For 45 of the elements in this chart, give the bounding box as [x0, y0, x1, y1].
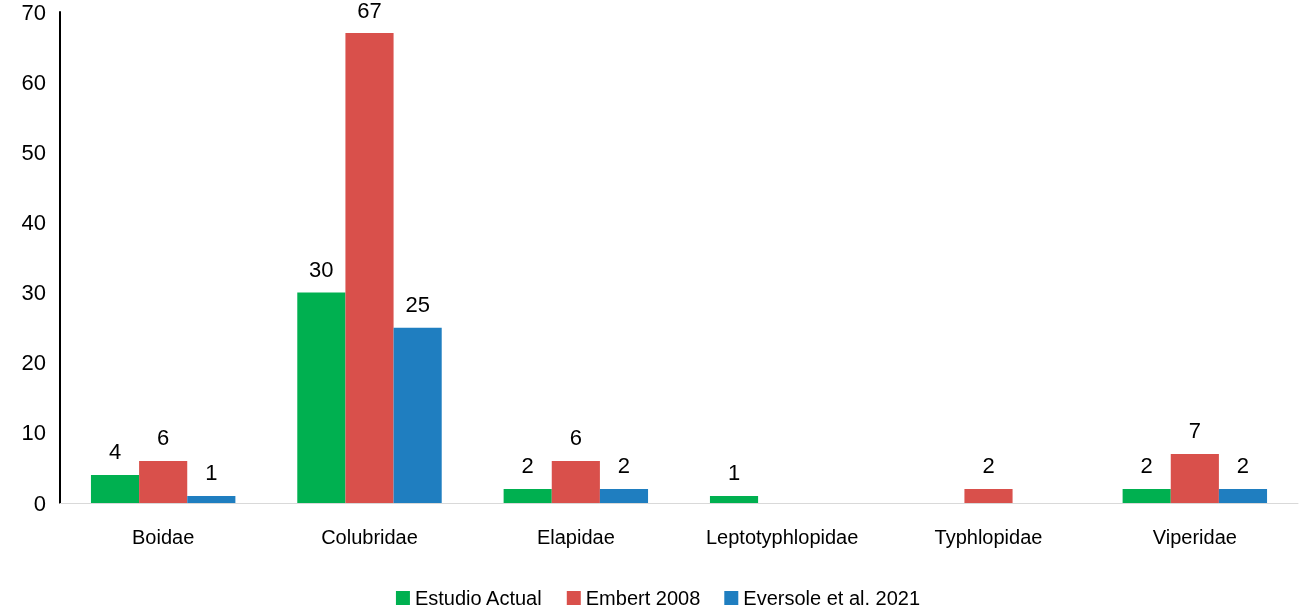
y-tick-label: 50: [21, 139, 46, 165]
bar: [503, 488, 552, 503]
data-label: 2: [1140, 453, 1153, 479]
data-label: 30: [309, 257, 334, 283]
data-label: 6: [157, 425, 170, 451]
data-label: 4: [108, 439, 122, 465]
data-label: 1: [727, 460, 741, 486]
y-tick-label: 0: [33, 490, 46, 516]
data-label: 25: [405, 292, 430, 318]
data-label: 2: [617, 453, 631, 479]
data-label: 67: [357, 0, 382, 23]
bar: [599, 488, 649, 503]
bar: [345, 33, 394, 503]
data-label: 2: [521, 453, 534, 479]
bar: [709, 495, 759, 503]
bar: [297, 292, 346, 503]
x-tick-label: Colubridae: [321, 526, 418, 548]
bar: [139, 460, 188, 503]
data-label: 1: [205, 460, 218, 486]
x-tick-label: Boidae: [132, 526, 195, 548]
x-tick-label: Leptotyphlopidae: [705, 526, 859, 548]
data-label: 6: [569, 425, 582, 451]
bar: [393, 327, 442, 503]
y-tick-label: 70: [21, 0, 46, 25]
bar: [1170, 453, 1219, 503]
bar: [551, 460, 600, 503]
legend-label: Eversole et al. 2021: [743, 587, 921, 609]
bar: [1218, 488, 1268, 503]
x-tick-label: Viperidae: [1152, 526, 1237, 548]
data-label: 2: [1236, 453, 1250, 479]
x-tick-label: Typhlopidae: [934, 526, 1043, 548]
y-tick-label: 30: [21, 280, 46, 306]
bar: [187, 495, 236, 503]
bar: [1122, 488, 1171, 503]
bar: [964, 488, 1013, 503]
data-label: 7: [1188, 418, 1201, 444]
bar: [90, 474, 140, 503]
y-tick-label: 40: [21, 209, 46, 235]
legend-label: Embert 2008: [585, 587, 701, 609]
y-tick-label: 20: [21, 350, 46, 376]
y-tick-label: 60: [21, 69, 46, 95]
y-tick-label: 10: [21, 420, 46, 446]
x-tick-label: Elapidae: [536, 526, 615, 548]
legend-label: Estudio Actual: [414, 587, 542, 609]
data-label: 2: [982, 453, 995, 479]
